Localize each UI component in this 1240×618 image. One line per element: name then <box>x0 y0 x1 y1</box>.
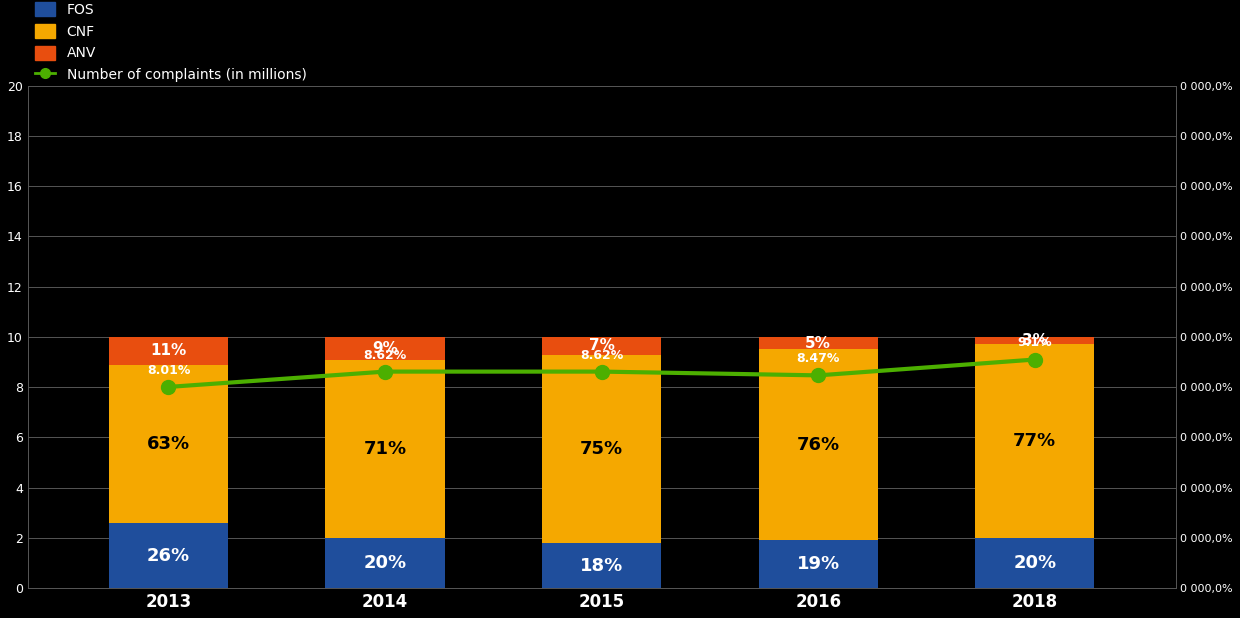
Bar <box>975 344 1095 538</box>
Bar <box>975 337 1095 344</box>
Bar <box>109 365 228 523</box>
Text: 11%: 11% <box>150 343 186 358</box>
Bar <box>542 355 661 543</box>
Text: 8.01%: 8.01% <box>146 364 190 377</box>
Text: 9%: 9% <box>372 341 398 356</box>
Text: 3%: 3% <box>1022 333 1048 348</box>
Bar <box>325 337 445 360</box>
Bar <box>109 337 228 365</box>
Text: 5%: 5% <box>805 336 831 350</box>
Text: 63%: 63% <box>146 434 190 453</box>
Text: 26%: 26% <box>146 546 190 564</box>
Text: 76%: 76% <box>796 436 839 454</box>
Text: 18%: 18% <box>580 557 624 575</box>
Bar <box>759 350 878 541</box>
Text: 9.1%: 9.1% <box>1018 336 1052 350</box>
Text: 20%: 20% <box>363 554 407 572</box>
Text: 8.62%: 8.62% <box>580 349 624 362</box>
Legend: FOS, CNF, ANV, Number of complaints (in millions): FOS, CNF, ANV, Number of complaints (in … <box>35 2 306 82</box>
Text: 75%: 75% <box>580 440 624 458</box>
Bar <box>542 543 661 588</box>
Bar <box>325 538 445 588</box>
Text: 20%: 20% <box>1013 554 1056 572</box>
Text: 7%: 7% <box>589 338 615 353</box>
Text: 8.47%: 8.47% <box>796 352 839 365</box>
Bar <box>325 360 445 538</box>
Bar <box>109 523 228 588</box>
Text: 8.62%: 8.62% <box>363 349 407 362</box>
Bar <box>975 538 1095 588</box>
Text: 71%: 71% <box>363 440 407 458</box>
Bar <box>759 541 878 588</box>
Bar <box>759 337 878 350</box>
Text: 77%: 77% <box>1013 432 1056 450</box>
Bar <box>542 337 661 355</box>
Text: 19%: 19% <box>796 556 839 574</box>
